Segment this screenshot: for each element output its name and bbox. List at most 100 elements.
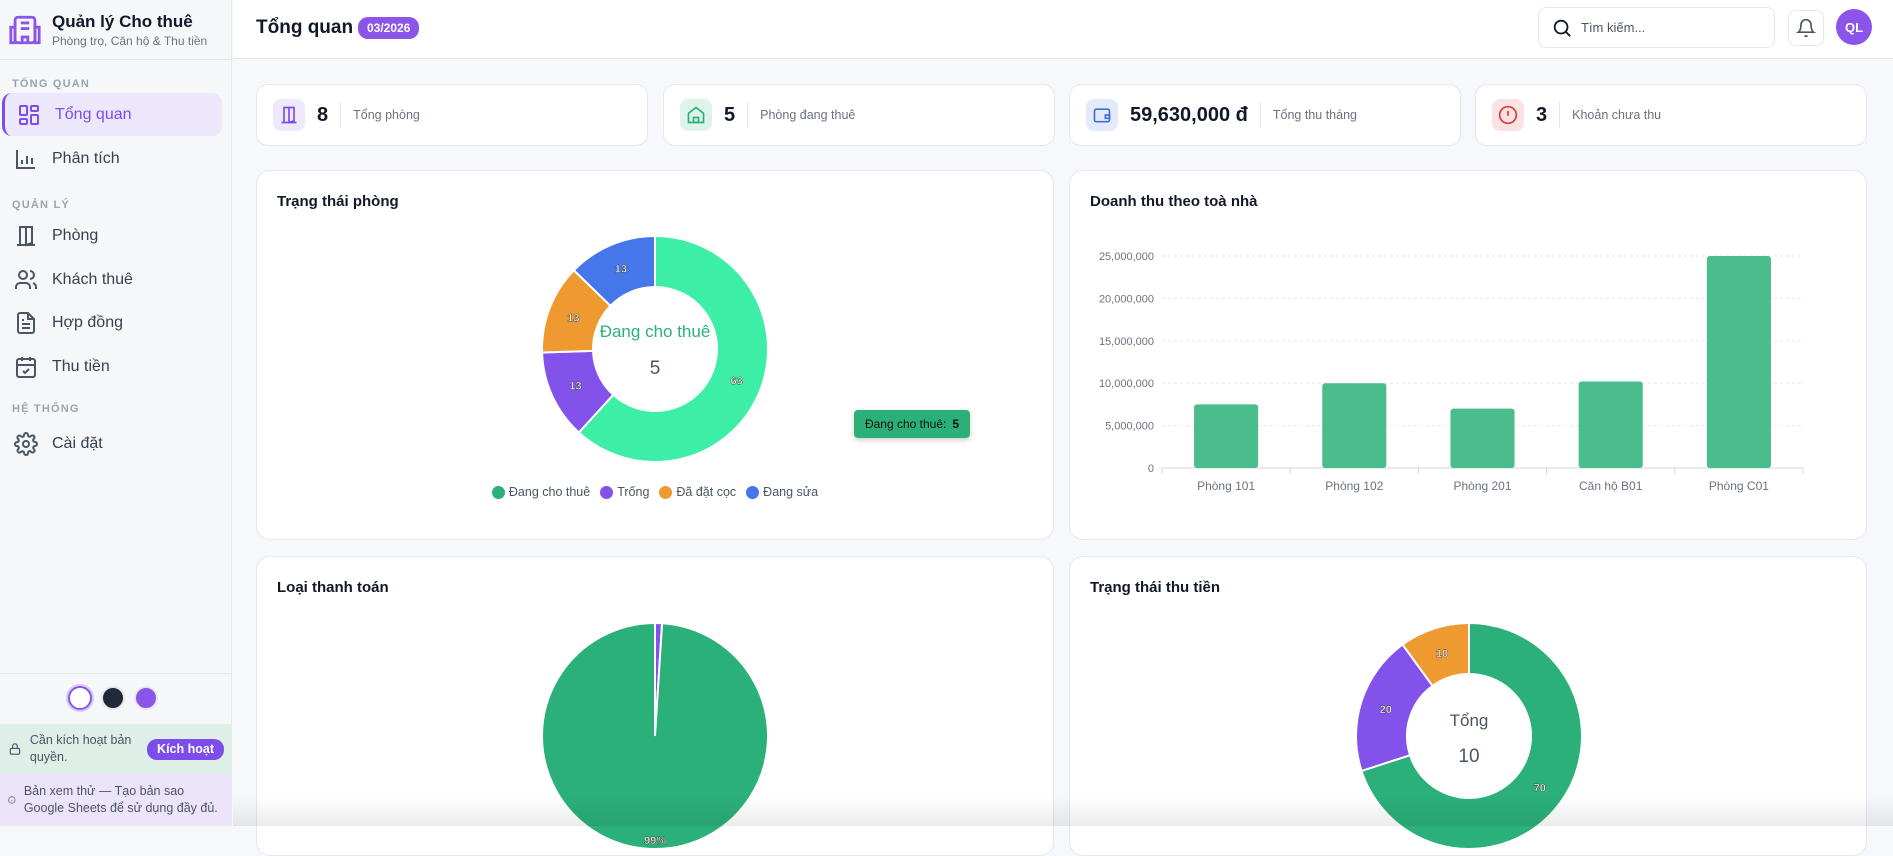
y-tick-label: 10,000,000: [1099, 378, 1154, 390]
notifications-button[interactable]: [1788, 10, 1824, 46]
alert-icon: [1498, 105, 1518, 125]
theme-purple-button[interactable]: [134, 686, 158, 710]
sidebar-item-label: Phân tích: [52, 149, 120, 167]
theme-dark-button[interactable]: [101, 686, 125, 710]
sidebar-item-thu-tien[interactable]: Thu tiền: [2, 345, 222, 388]
sidebar-item-label: Khách thuê: [52, 270, 133, 288]
grid-icon: [19, 104, 39, 125]
legend-item[interactable]: Trống: [600, 485, 649, 499]
y-tick-label: 15,000,000: [1099, 336, 1154, 348]
legend-swatch: [600, 485, 614, 499]
card-title: Loại thanh toán: [277, 579, 389, 596]
tooltip-label: Đang cho thuê:: [864, 417, 947, 431]
search-input[interactable]: Tìm kiếm...: [1538, 7, 1775, 48]
info-icon: [8, 796, 16, 804]
x-tick-label: Phòng 101: [1197, 479, 1255, 493]
payment-type-card: Loại thanh toán 99%: [256, 556, 1054, 856]
legend-label: Trống: [617, 485, 650, 499]
stat-card: 8 Tổng phòng: [256, 84, 648, 146]
users-icon: [15, 269, 38, 289]
sidebar: Quản lý Cho thuê Phòng trọ, Căn hộ & Thu…: [0, 0, 232, 826]
legend-label: Đang cho thuê: [508, 485, 591, 499]
legend-swatch: [746, 485, 760, 499]
legend-item[interactable]: Đang sửa: [746, 485, 818, 499]
bar: [1706, 256, 1771, 468]
card-title: Trạng thái phòng: [277, 193, 399, 210]
y-tick-label: 25,000,000: [1099, 251, 1154, 263]
room-status-card: Trạng thái phòng 63 13 13 13 Đang cho thuê 5 …: [256, 170, 1054, 540]
slice-label: 70: [1534, 782, 1546, 794]
legend-item[interactable]: Đang cho thuê: [491, 485, 591, 499]
search-icon: [1553, 19, 1571, 37]
stat-icon-box: [1492, 99, 1524, 131]
center-label: Tổng: [1450, 711, 1489, 730]
theme-switcher: [68, 686, 158, 710]
sidebar-item-tong-quan[interactable]: Tổng quan: [2, 93, 222, 136]
legend-swatch: [659, 485, 673, 499]
trial-text: Bản xem thử — Tạo bản sao Google Sheets …: [23, 784, 218, 815]
divider: [0, 59, 232, 60]
stat-value: 8: [317, 102, 342, 128]
sidebar-item-label: Cài đặt: [52, 434, 103, 452]
sidebar-item-cai-dat[interactable]: Cài đặt: [2, 422, 222, 465]
center-label: Đang cho thuê: [600, 322, 711, 341]
sidebar-item-phan-tich[interactable]: Phân tích: [2, 137, 222, 180]
center-value: 10: [1458, 746, 1479, 767]
stat-card: 3 Khoản chưa thu: [1475, 84, 1867, 146]
pie-slice: [1401, 621, 1470, 688]
brand: Quản lý Cho thuê Phòng trọ, Căn hộ & Thu…: [8, 12, 207, 48]
slice-label: 13: [567, 312, 579, 324]
legend-label: Đang sửa: [763, 485, 819, 499]
stat-label: Khoản chưa thu: [1572, 108, 1662, 122]
sidebar-item-hop-dong[interactable]: Hợp đồng: [2, 301, 222, 344]
home-icon: [687, 106, 705, 124]
bar-chart-icon: [16, 149, 35, 169]
room-status-donut: 63 13 13 13 Đang cho thuê 5: [541, 234, 769, 463]
page-title: Tổng quan: [256, 17, 354, 38]
sidebar-item-khach-thue[interactable]: Khách thuê: [2, 258, 222, 301]
bar: [1578, 381, 1643, 468]
avatar[interactable]: QL: [1836, 9, 1872, 45]
pie-slice: [572, 234, 656, 308]
building-icon: [9, 15, 41, 45]
header: Tổng quan 03/2026 Tìm kiếm... QL: [233, 0, 1893, 59]
payment-type-pie: 99%: [541, 621, 769, 850]
card-title: Doanh thu theo toà nhà: [1090, 193, 1258, 210]
license-text: Cần kích hoạt bản quyền.: [29, 733, 132, 764]
period-badge[interactable]: 03/2026: [358, 17, 420, 39]
stat-card: 59,630,000 đ Tổng thu tháng: [1069, 84, 1461, 146]
activate-button[interactable]: Kích hoạt: [147, 738, 224, 760]
sidebar-item-phong[interactable]: Phòng: [2, 214, 222, 257]
pie-slice: [541, 621, 769, 850]
trial-banner: Bản xem thử — Tạo bản sao Google Sheets …: [0, 774, 232, 826]
theme-light-button[interactable]: [68, 686, 92, 710]
sidebar-item-label: Hợp đồng: [52, 313, 123, 331]
stat-label: Tổng phòng: [353, 108, 420, 122]
gear-icon: [14, 431, 38, 456]
stat-icon-box: [680, 99, 712, 131]
sidebar-item-label: Tổng quan: [55, 105, 132, 123]
revenue-bar-chart: 0 5,000,000 10,000,000 15,000,000 20,000,000…: [1099, 251, 1804, 493]
sidebar-item-label: Thu tiền: [52, 357, 110, 375]
legend: Đang cho thuê Trống Đã đặt cọc Đang sửa: [257, 485, 1053, 499]
collection-status-donut: 70 20 10 Tổng 10: [1355, 621, 1583, 850]
slice-label: 20: [1380, 704, 1392, 716]
slice-label: 13: [569, 381, 581, 393]
center-value: 5: [650, 358, 661, 379]
pie-slice: [1355, 643, 1434, 773]
legend-item[interactable]: Đã đặt cọc: [659, 485, 736, 499]
search-placeholder: Tìm kiếm...: [1581, 20, 1646, 35]
legend-label: Đã đặt cọc: [676, 485, 737, 499]
door-icon: [281, 106, 297, 124]
sidebar-item-label: Phòng: [52, 226, 99, 244]
section-label: QUẢN LÝ: [12, 199, 70, 211]
calendar-check-icon: [16, 356, 36, 378]
stat-value: 3: [1536, 102, 1561, 128]
x-tick-label: Phòng C01: [1709, 479, 1769, 493]
stat-icon-box: [273, 99, 305, 131]
chart-tooltip: Đang cho thuê: 5: [854, 410, 970, 438]
brand-subtitle: Phòng trọ, Căn hộ & Thu tiền: [52, 34, 208, 48]
pie-slice: [1360, 621, 1583, 850]
document-icon: [17, 311, 35, 334]
section-label: HỆ THỐNG: [12, 403, 80, 415]
